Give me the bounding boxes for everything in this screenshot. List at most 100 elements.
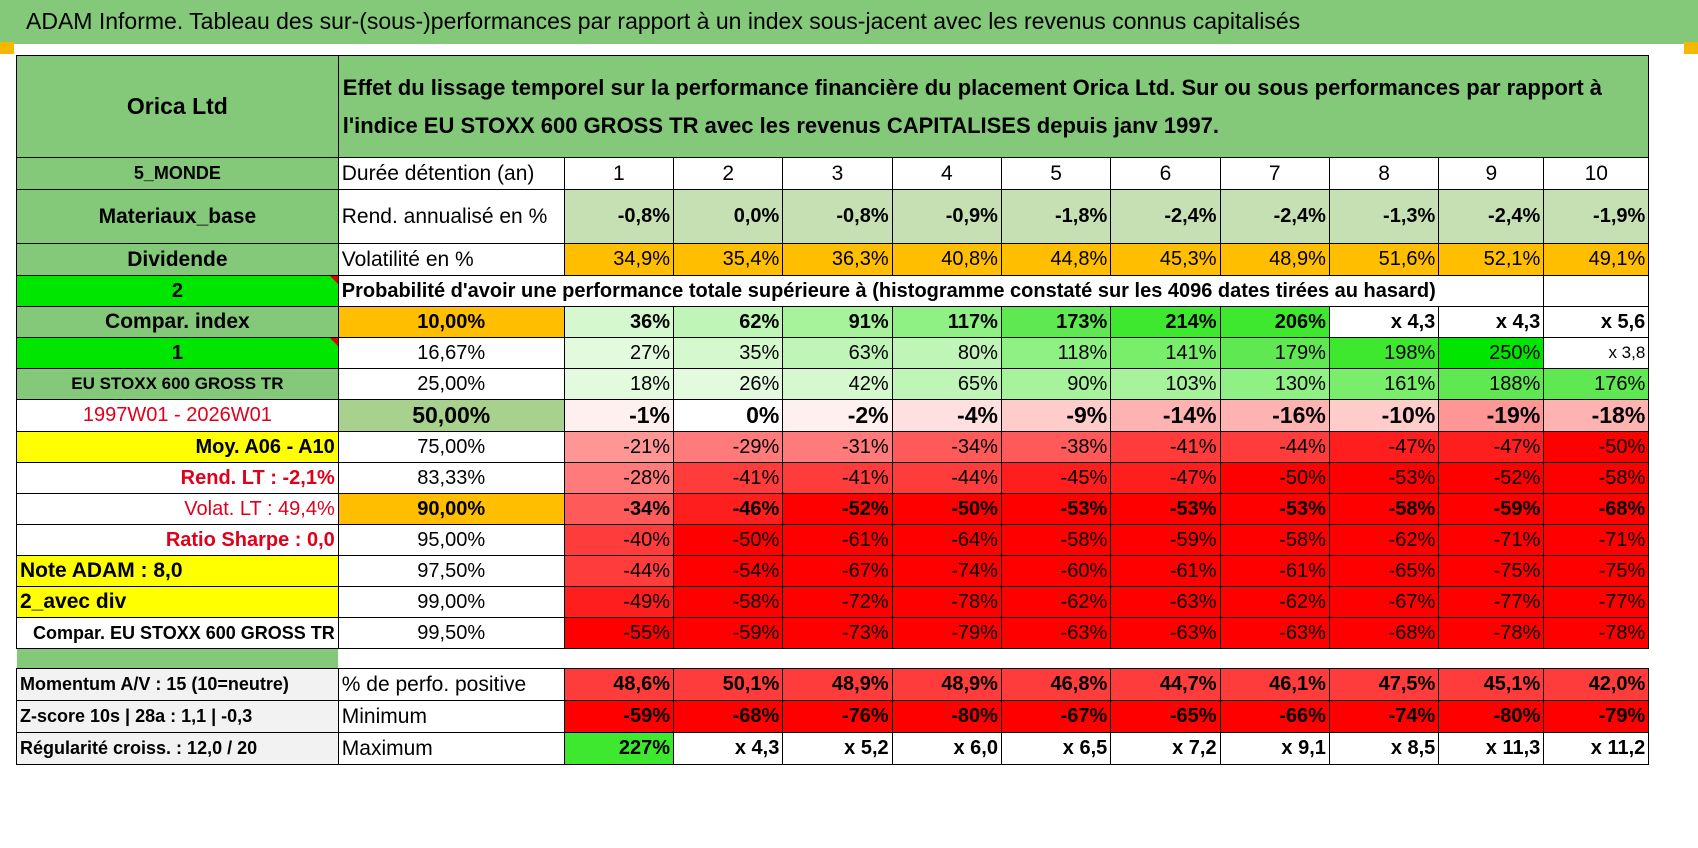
quantile-value: 206% (1219, 306, 1330, 338)
quantile-value: -58% (1219, 524, 1330, 556)
annual-return-value: -2,4% (1438, 189, 1545, 244)
quantile-value: 35% (672, 337, 784, 369)
quantile-value: -59% (1438, 493, 1545, 525)
positive-perf-label: % de perfo. positive (337, 668, 565, 701)
quantile-value: -41% (1110, 431, 1221, 463)
quantile-value: -31% (782, 431, 893, 463)
annual-return-value: -2,4% (1110, 189, 1221, 244)
quantile-value: -77% (1543, 586, 1650, 618)
quantile-value: 103% (1110, 368, 1221, 400)
annual-return-value: -2,4% (1219, 189, 1330, 244)
quantile-value: -53% (1000, 493, 1112, 525)
annual-return-value: 0,0% (672, 189, 784, 244)
quantile-value: 250% (1438, 337, 1545, 369)
quantile-value: -62% (1000, 586, 1112, 618)
quantile-value: -47% (1438, 431, 1545, 463)
quantile-value: -10% (1328, 399, 1440, 432)
quantile-value: -44% (891, 462, 1002, 494)
quantile-value: 27% (563, 337, 675, 369)
bottom-value: -74% (1328, 700, 1440, 733)
spacer (16, 648, 339, 669)
bottom-value: -65% (1110, 700, 1221, 733)
option-selector-2[interactable]: 1 (16, 337, 339, 369)
quantile-value: -58% (1543, 462, 1650, 494)
left-marker (0, 42, 14, 54)
average-label: Moy. A06 - A10 (16, 431, 339, 463)
annual-return-value: -0,8% (563, 189, 675, 244)
quantile-value: -53% (1328, 462, 1440, 494)
quantile-value: 117% (891, 306, 1002, 338)
quantile-value: -9% (1000, 399, 1112, 432)
annual-return-label: Rend. annualisé en % (337, 189, 565, 244)
bottom-value: -68% (672, 700, 784, 733)
year-header: 8 (1328, 157, 1440, 190)
volatility-value: 40,8% (891, 243, 1002, 276)
quantile-value: -62% (1328, 524, 1440, 556)
quantile-label: 99,00% (337, 586, 565, 618)
year-header: 6 (1110, 157, 1221, 190)
quantile-value: -78% (891, 586, 1002, 618)
quantile-value: -58% (1328, 493, 1440, 525)
bottom-value: 46,1% (1219, 668, 1330, 701)
quantile-value: x 4,3 (1438, 306, 1545, 338)
bottom-value: -76% (782, 700, 893, 733)
quantile-value: -60% (1000, 555, 1112, 587)
annual-return-value: -0,8% (782, 189, 893, 244)
quantile-value: -68% (1328, 617, 1440, 649)
quantile-value: -50% (891, 493, 1002, 525)
bottom-value: 48,6% (563, 668, 675, 701)
bottom-value: 42,0% (1543, 668, 1650, 701)
bottom-value: 50,1% (672, 668, 784, 701)
quantile-value: 91% (782, 306, 893, 338)
option-selector-1[interactable]: 2 (16, 275, 339, 307)
quantile-label: 99,50% (337, 617, 565, 649)
quantile-value: -77% (1438, 586, 1545, 618)
comparison-label: Compar. EU STOXX 600 GROSS TR (16, 617, 339, 649)
quantile-value: -71% (1543, 524, 1650, 556)
quantile-label: 16,67% (337, 337, 565, 369)
quantile-value: 141% (1110, 337, 1221, 369)
quantile-value: -34% (563, 493, 675, 525)
performance-table: Orica Ltd Effet du lissage temporel sur … (16, 55, 1650, 765)
quantile-value: -21% (563, 431, 675, 463)
bottom-value: x 11,2 (1543, 732, 1650, 765)
quantile-value: -59% (672, 617, 784, 649)
bottom-value: x 5,2 (782, 732, 893, 765)
bottom-value: x 7,2 (1110, 732, 1221, 765)
quantile-value: -4% (891, 399, 1002, 432)
quantile-label: 95,00% (337, 524, 565, 556)
quantile-value: -74% (891, 555, 1002, 587)
volatility-label: Volatilité en % (337, 243, 565, 276)
quantile-value: x 4,3 (1328, 306, 1440, 338)
bottom-value: x 6,5 (1000, 732, 1112, 765)
volatility-value: 49,1% (1543, 243, 1650, 276)
quantile-value: -50% (672, 524, 784, 556)
volatility-value: 36,3% (782, 243, 893, 276)
quantile-value: 0% (672, 399, 784, 432)
quantile-value: -47% (1110, 462, 1221, 494)
zscore-label: Z-score 10s | 28a : 1,1 | -0,3 (16, 700, 339, 733)
regularity-label: Régularité croiss. : 12,0 / 20 (16, 732, 339, 765)
quantile-value: 176% (1543, 368, 1650, 400)
quantile-label: 83,33% (337, 462, 565, 494)
adam-score: Note ADAM : 8,0 (16, 555, 339, 587)
right-marker (1684, 42, 1698, 54)
quantile-value: -55% (563, 617, 675, 649)
annual-return-value: -1,9% (1543, 189, 1650, 244)
quantile-label: 90,00% (337, 493, 565, 525)
quantile-value: -63% (1219, 617, 1330, 649)
year-header: 4 (891, 157, 1002, 190)
quantile-value: -53% (1110, 493, 1221, 525)
quantile-value: -50% (1219, 462, 1330, 494)
quantile-value: 42% (782, 368, 893, 400)
bottom-value: x 4,3 (672, 732, 784, 765)
quantile-value: -63% (1110, 586, 1221, 618)
quantile-value: 65% (891, 368, 1002, 400)
quantile-value: -49% (563, 586, 675, 618)
annual-return-value: -1,3% (1328, 189, 1440, 244)
sharpe-ratio: Ratio Sharpe : 0,0 (16, 524, 339, 556)
quantile-value: -40% (563, 524, 675, 556)
quantile-value: -45% (1000, 462, 1112, 494)
quantile-value: -59% (1110, 524, 1221, 556)
quantile-value: 26% (672, 368, 784, 400)
